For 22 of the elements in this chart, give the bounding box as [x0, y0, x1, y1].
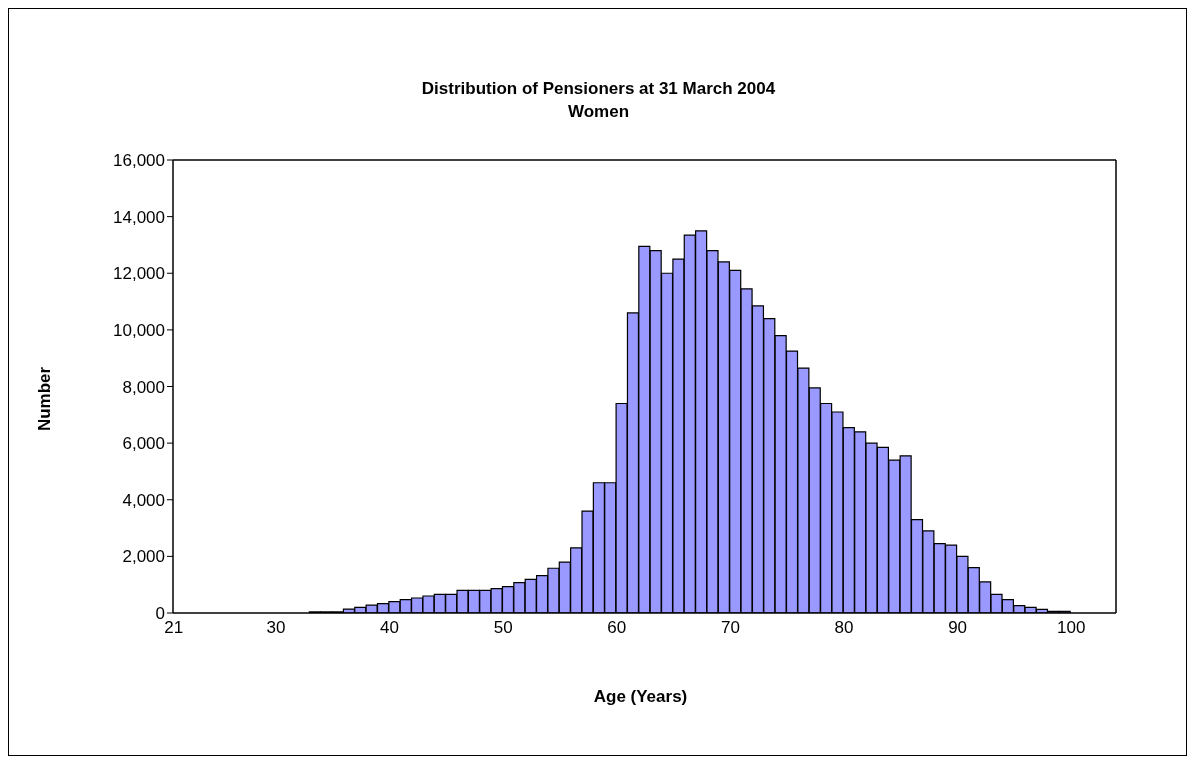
y-tick-label: 2,000 — [122, 547, 165, 567]
x-tick-label: 40 — [380, 618, 400, 638]
x-tick-label: 100 — [1057, 618, 1086, 638]
y-tick-label: 16,000 — [113, 151, 165, 171]
y-axis-title: Number — [35, 366, 55, 432]
x-axis-title: Age (Years) — [592, 687, 689, 707]
x-tick-label: 50 — [493, 618, 513, 638]
y-tick-label: 14,000 — [113, 207, 165, 227]
y-tick-label: 12,000 — [113, 264, 165, 284]
chart-title: Distribution of Pensioners at 31 March 2004 — [420, 78, 777, 100]
y-tick-label: 0 — [155, 604, 165, 624]
y-tick-label: 4,000 — [122, 490, 165, 510]
y-tick-label: 10,000 — [113, 320, 165, 340]
y-tick-label: 8,000 — [122, 377, 165, 397]
y-tick-label: 6,000 — [122, 434, 165, 454]
x-tick-label: 60 — [607, 618, 627, 638]
chart-subtitle: Women — [566, 101, 631, 123]
x-tick-label: 90 — [948, 618, 968, 638]
x-tick-label: 21 — [164, 618, 184, 638]
x-tick-label: 80 — [834, 618, 854, 638]
x-tick-label: 70 — [720, 618, 740, 638]
x-tick-label: 30 — [266, 618, 286, 638]
